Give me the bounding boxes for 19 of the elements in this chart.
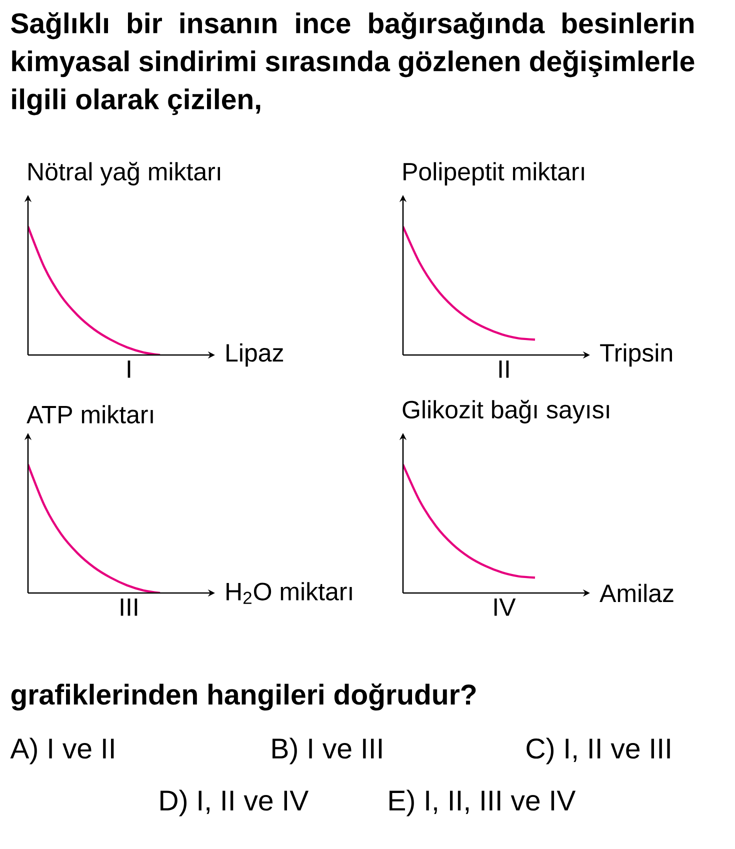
y-axis-title: Polipeptit miktarı (404, 162, 584, 186)
text: IV (494, 598, 516, 616)
text: E) I, II, III ve IV (390, 790, 576, 816)
x-axis-title: H$_{2}$O miktarı (226, 582, 352, 604)
y-axis-title: Glikozit bağı sayısı (402, 400, 609, 424)
x-axis-title: Lipaz (226, 343, 284, 367)
x-axis-title: Amilaz (600, 584, 674, 602)
text: I (128, 360, 130, 378)
text: III (120, 598, 138, 616)
text: A) I ve II (10, 738, 114, 764)
text: Sağlıklı bir insanın ince bağırsağında besinlerin kimyasal sindirimi sırasında gözlenen değişimlerle ilgili olarak çizilen, (11, 12, 694, 116)
y-axis-title: ATP miktarı (26, 405, 153, 424)
text: II (499, 360, 509, 378)
x-axis-title: Tripsin (600, 343, 672, 367)
text: B) I ve III (272, 738, 382, 764)
text: D) I, II ve IV (160, 790, 309, 816)
text: C) I, II ve III (526, 738, 670, 764)
text: grafiklerinden hangileri doğrudur? (11, 684, 476, 711)
y-axis-title: Nötral yağ miktarı (28, 162, 220, 186)
